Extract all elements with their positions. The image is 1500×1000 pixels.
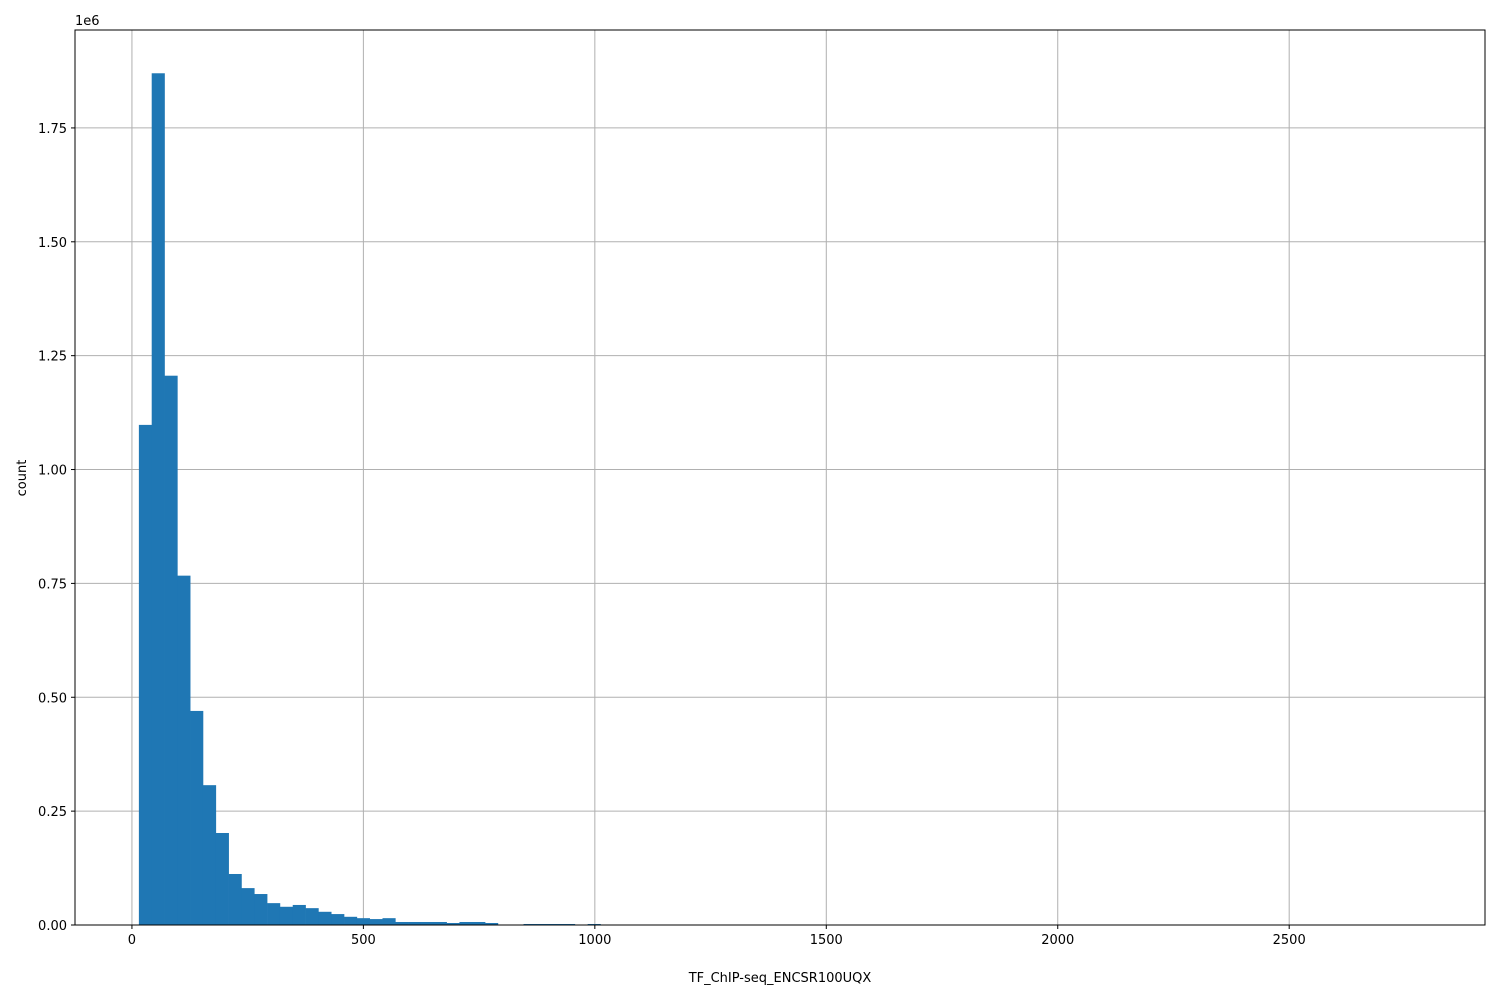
histogram-bar — [562, 923, 576, 925]
histogram-bar — [446, 922, 460, 925]
histogram-bar — [215, 832, 229, 925]
histogram-bar — [420, 921, 435, 925]
histogram-bar — [549, 923, 563, 925]
histogram-bar — [138, 424, 153, 925]
y-tick-label: 0.75 — [38, 577, 67, 592]
histogram-bar — [536, 923, 550, 925]
y-tick-label: 0.25 — [38, 805, 67, 820]
histogram-bar — [292, 904, 306, 925]
histogram-bar — [472, 921, 486, 925]
histogram-bar — [151, 73, 165, 926]
histogram-bar — [587, 923, 601, 925]
histogram-bar — [318, 911, 332, 925]
bars — [138, 73, 601, 926]
x-axis: 0 500 1000 1500 2000 2500 — [128, 925, 1306, 948]
x-tick-label: 1000 — [578, 933, 611, 948]
x-tick-label: 1500 — [810, 933, 843, 948]
x-axis-label: TF_ChIP-seq_ENCSR100UQX — [688, 971, 872, 986]
histogram-bar — [254, 894, 268, 925]
y-tick-label: 1.00 — [38, 464, 67, 479]
histogram-bar — [331, 914, 345, 925]
x-tick-label: 2000 — [1041, 933, 1074, 948]
histogram-bar — [523, 923, 537, 925]
histogram-bar — [369, 919, 383, 925]
histogram-bar — [395, 921, 409, 925]
histogram-bar — [279, 906, 294, 925]
histogram-bar — [190, 710, 204, 925]
histogram-bar — [433, 921, 447, 925]
y-offset-label: 1e6 — [75, 14, 100, 29]
x-tick-label: 2500 — [1273, 933, 1306, 948]
histogram-bar — [356, 918, 370, 925]
y-axis-label: count — [15, 460, 30, 497]
histogram-bar — [485, 922, 499, 925]
histogram-bar — [202, 785, 217, 925]
axes-frame — [74, 29, 1486, 926]
y-tick-label: 1.25 — [38, 350, 67, 365]
histogram-bar — [241, 888, 255, 925]
histogram-bar — [459, 921, 473, 925]
x-tick-label: 0 — [128, 933, 136, 948]
histogram-bar — [177, 575, 191, 925]
y-tick-label: 0.00 — [38, 919, 67, 934]
grid — [75, 30, 1485, 926]
histogram-bar — [382, 918, 396, 925]
x-tick-label: 500 — [351, 933, 376, 948]
histogram-bar — [228, 873, 242, 925]
y-tick-label: 1.75 — [38, 122, 67, 137]
y-tick-label: 1.50 — [38, 236, 67, 251]
y-tick-label: 0.50 — [38, 691, 67, 706]
histogram-bar — [344, 916, 358, 925]
histogram-bar — [408, 921, 422, 925]
y-axis: 0.00 0.25 0.50 0.75 1.00 1.25 1.50 1.75 — [38, 122, 75, 934]
histogram-bar — [305, 908, 319, 925]
histogram-bar — [164, 375, 178, 926]
histogram-bar — [267, 903, 281, 925]
